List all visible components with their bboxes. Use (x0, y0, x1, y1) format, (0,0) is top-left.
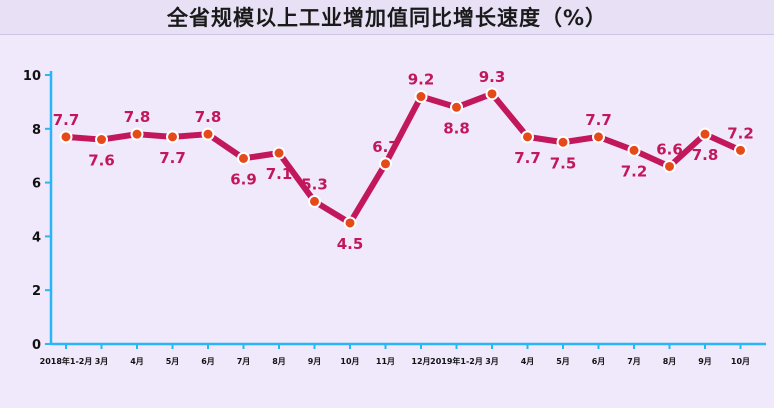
x-tick-label: 12月 (411, 357, 430, 366)
data-label: 6.7 (372, 138, 399, 156)
data-point (343, 216, 357, 230)
y-tick-label: 2 (32, 284, 41, 299)
x-tick-label: 9月 (698, 357, 712, 366)
x-tick-label: 4月 (521, 357, 535, 366)
data-label: 7.8 (124, 108, 151, 126)
x-tick-label: 10月 (340, 357, 359, 366)
data-point (734, 143, 747, 157)
x-tick-label: 6月 (201, 357, 215, 366)
data-label: 7.6 (88, 152, 115, 170)
y-tick-label: 8 (32, 123, 41, 138)
data-point (663, 159, 676, 173)
x-tick-label: 11月 (376, 357, 395, 366)
data-label: 7.5 (550, 154, 577, 172)
data-label: 5.3 (301, 175, 328, 193)
x-tick-label: 7月 (237, 357, 251, 366)
data-point (59, 130, 73, 144)
x-tick-label: 3月 (95, 357, 109, 366)
data-label: 9.2 (408, 71, 435, 89)
data-point (592, 130, 605, 144)
y-tick-label: 0 (32, 338, 41, 353)
chart-title: 全省规模以上工业增加值同比增长速度（%） (166, 6, 608, 30)
data-label: 6.6 (656, 140, 683, 158)
x-tick-label: 5月 (166, 357, 180, 366)
x-tick-label: 3月 (485, 357, 499, 366)
x-tick-label: 10月 (731, 357, 750, 366)
x-tick-label: 9月 (308, 357, 322, 366)
x-tick-label: 5月 (556, 357, 570, 366)
x-tick-label: 4月 (130, 357, 144, 366)
data-point (414, 90, 428, 104)
x-tick-label: 2019年1-2月 (430, 356, 483, 366)
x-tick-label: 6月 (592, 357, 606, 366)
x-tick-label: 8月 (663, 357, 677, 366)
data-point (485, 87, 499, 101)
data-label: 4.5 (337, 235, 364, 253)
data-label: 7.7 (53, 111, 80, 129)
data-point (308, 194, 321, 208)
data-point (166, 130, 179, 144)
data-point (556, 135, 570, 149)
data-point (698, 127, 712, 141)
data-point (272, 146, 286, 160)
data-point (95, 133, 108, 147)
data-point (521, 130, 534, 144)
data-label: 7.7 (585, 111, 612, 129)
data-label: 7.1 (266, 165, 293, 183)
data-label: 7.7 (514, 149, 541, 167)
x-tick-label: 7月 (627, 357, 641, 366)
title-band: 全省规模以上工业增加值同比增长速度（%） (0, 0, 774, 35)
data-point (237, 151, 250, 165)
data-label: 7.2 (727, 124, 754, 142)
data-point (201, 127, 215, 141)
data-label: 7.2 (621, 162, 648, 180)
data-label: 9.3 (479, 68, 506, 86)
data-label: 7.7 (159, 149, 186, 167)
plot-area (0, 35, 774, 408)
data-label: 8.8 (443, 119, 470, 137)
data-label: 6.9 (230, 170, 257, 188)
data-label: 7.8 (195, 108, 222, 126)
y-tick-label: 6 (32, 177, 41, 192)
x-tick-label: 2018年1-2月 (40, 356, 93, 366)
data-point (450, 100, 463, 114)
data-point (627, 143, 641, 157)
data-label: 7.8 (692, 146, 719, 164)
x-tick-label: 8月 (272, 357, 286, 366)
data-point (379, 157, 392, 171)
y-tick-label: 4 (32, 230, 41, 245)
y-tick-label: 10 (23, 69, 41, 84)
data-point (130, 127, 144, 141)
